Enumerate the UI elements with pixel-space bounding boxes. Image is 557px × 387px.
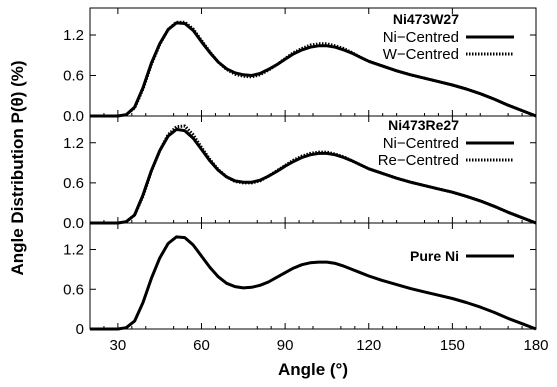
- y-tick-label-0-1: 0.6: [63, 68, 84, 85]
- x-tick-label-2: 90: [277, 337, 294, 354]
- y-tick-label-0-0: 0.0: [63, 108, 84, 125]
- panel-frame-1: [89, 115, 537, 224]
- x-axis-title: Angle (°): [278, 360, 348, 379]
- panel-frame-2: [89, 222, 537, 330]
- series-line-2-0: [90, 235, 537, 331]
- y-tick-label-1-0: 0.0: [63, 215, 84, 232]
- series-line-1-1: [90, 124, 537, 225]
- legend-label-1-0: Ni−Centred: [383, 135, 459, 152]
- y-tick-label-0-2: 1.2: [63, 27, 84, 44]
- x-tick-label-1: 60: [193, 337, 210, 354]
- legend-title-0: Ni473W27: [393, 11, 459, 27]
- legend-label-0-0: Ni−Centred: [383, 29, 459, 46]
- legend-label-0-1: W−Centred: [383, 46, 459, 63]
- legend-label-2-0: Pure Ni: [410, 248, 459, 264]
- y-tick-label-1-2: 1.2: [63, 135, 84, 152]
- y-tick-label-2-0: 0: [76, 321, 84, 338]
- y-tick-label-1-1: 0.6: [63, 175, 84, 192]
- x-tick-label-0: 30: [110, 337, 127, 354]
- y-axis-title: Angle Distribution P(θ) (%): [8, 60, 27, 275]
- y-tick-label-2-1: 0.6: [63, 281, 84, 298]
- x-tick-label-3: 120: [356, 337, 381, 354]
- legend-title-1: Ni473Re27: [388, 117, 459, 133]
- series-line-0-1: [90, 20, 537, 118]
- panel-frame-0: [89, 7, 537, 117]
- x-tick-label-4: 150: [440, 337, 465, 354]
- y-tick-label-2-2: 1.2: [63, 242, 84, 259]
- x-tick-label-5: 180: [523, 337, 548, 354]
- legend-label-1-1: Re−Centred: [378, 152, 459, 169]
